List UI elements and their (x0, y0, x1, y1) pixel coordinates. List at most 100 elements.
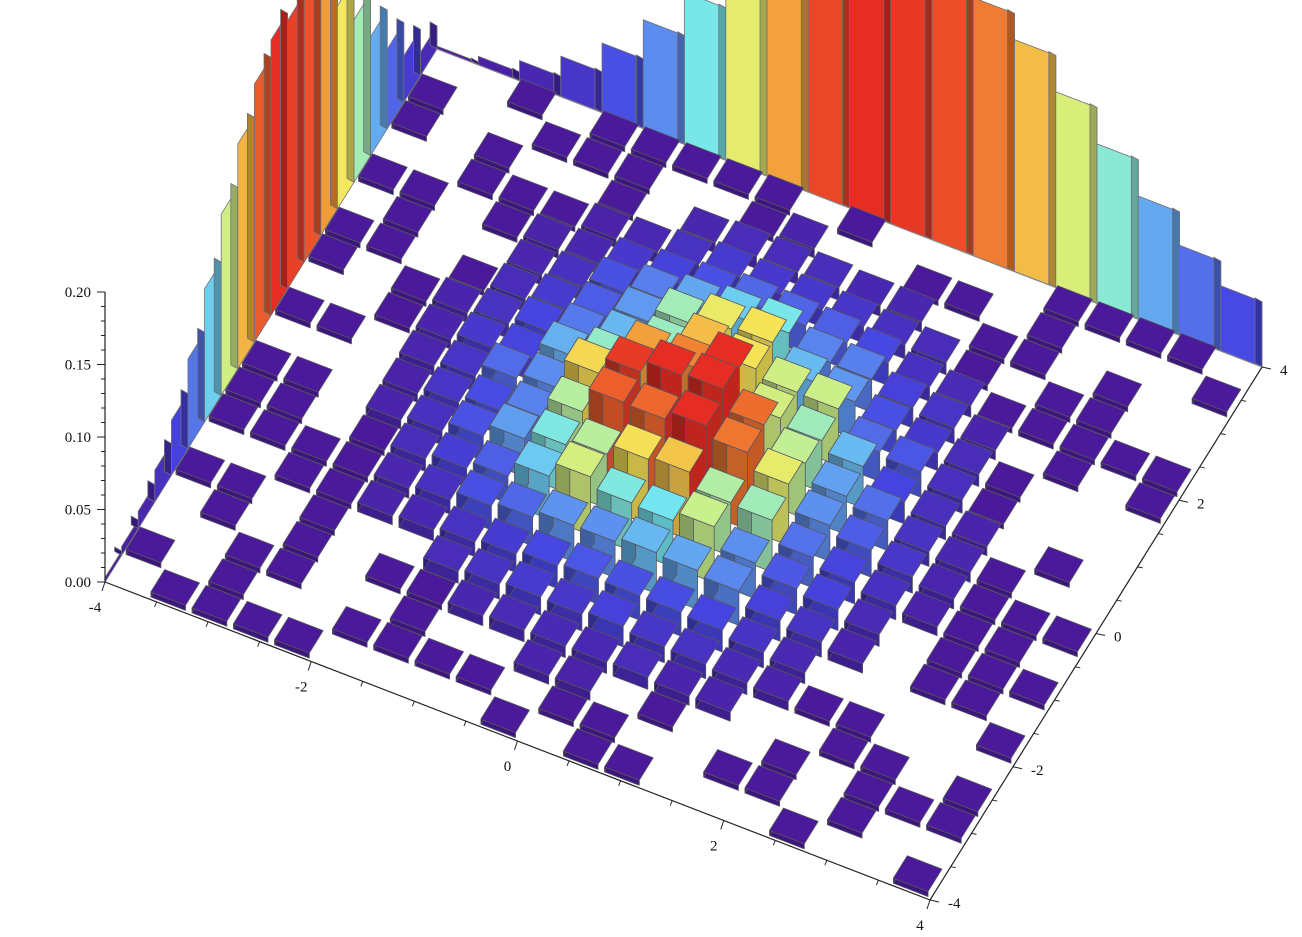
joint-bar-19-18 (1191, 375, 1242, 418)
joint-bar-19-7 (1009, 668, 1059, 711)
marginal-y-bar-side-12 (313, 0, 322, 237)
joint-bar-17-6 (910, 663, 960, 706)
joint-bar-10-2 (554, 655, 605, 701)
joint-bar-9-2 (513, 639, 564, 685)
joint-bar-13-5 (728, 616, 778, 669)
joint-bar-18-7 (967, 652, 1018, 695)
joint-bar-4-0 (274, 616, 324, 659)
joint-bar-14-1 (703, 749, 753, 791)
marginal-x-bar-side-11 (924, 0, 933, 241)
joint-bar-1-10 (316, 302, 366, 345)
marginal-x-bar-side-5 (677, 31, 685, 145)
x-minor-tick (463, 720, 467, 727)
joint-bar-2-19 (507, 78, 557, 121)
joint-bar-2-16 (457, 158, 507, 201)
y-tick-3 (1178, 499, 1189, 503)
joint-bar-19-9 (1042, 615, 1092, 658)
marginal-x-bar-side-10 (883, 0, 892, 225)
joint-bar-19-5 (976, 722, 1026, 764)
marginal-y-bar-side-11 (296, 0, 305, 263)
y-tick-label-0: -4 (948, 896, 961, 912)
joint-bar-0-4 (175, 446, 226, 489)
joint-bar-1-6 (250, 409, 300, 451)
joint-bar-16-3 (819, 727, 869, 770)
marginal-y-bar-side-10 (280, 8, 289, 290)
y-tick-label-1: -2 (1031, 763, 1044, 779)
x-minor-tick (205, 621, 209, 627)
y-minor-tick (1116, 599, 1122, 602)
y-tick-2 (1095, 633, 1106, 636)
joint-bar-3-18 (531, 121, 582, 163)
marginal-y-bar-side-6 (213, 257, 222, 396)
joint-bar-19-14 (1125, 482, 1175, 524)
joint-bar-1-8 (283, 355, 333, 398)
joint-bar-6-1 (373, 622, 423, 664)
joint-bar-1-14 (382, 196, 433, 238)
joint-bar-3-16 (498, 174, 548, 217)
joint-bar-17-19 (1125, 317, 1176, 359)
joint-bar-18-15 (1100, 439, 1151, 482)
marginal-y-bar-side-18 (412, 24, 421, 77)
joint-bar-12-3 (654, 659, 704, 706)
z-tick-label-3: 0.15 (65, 358, 91, 374)
joint-bar-18-9 (1001, 599, 1051, 642)
marginal-x-bar-side-15 (1089, 103, 1098, 304)
joint-bar-17-3 (860, 743, 910, 786)
joint-bar-1-7 (266, 382, 317, 425)
joint-bar-3-8 (365, 383, 416, 430)
x-tick-4 (926, 899, 931, 910)
joint-bar-2-17 (473, 131, 524, 174)
x-tick-label-2: 0 (504, 759, 512, 775)
y-minor-tick (1220, 433, 1226, 436)
joint-bar-2-1 (208, 558, 258, 600)
joint-bar-0-8 (241, 340, 292, 382)
joint-bar-7-1 (414, 637, 465, 680)
joint-bar-18-8 (984, 626, 1034, 668)
joint-bar-0-10 (275, 286, 325, 329)
joint-bar-18-6 (951, 679, 1001, 722)
joint-bar-4-18 (573, 137, 623, 179)
x-tick-label-4: 4 (916, 918, 924, 934)
marginal-x-bar-side-17 (1172, 207, 1180, 336)
x-tick-3 (720, 820, 725, 830)
joint-bar-3-11 (415, 303, 466, 350)
joint-bar-0-12 (308, 233, 358, 276)
marginal-y-bar-0 (104, 550, 122, 583)
joint-bar-13-3 (695, 675, 745, 722)
joint-bar-16-19 (1084, 301, 1134, 343)
marginal-y-bar-side-17 (396, 18, 405, 103)
y-minor-tick (1158, 533, 1164, 536)
joint-bar-18-2 (884, 786, 935, 828)
joint-bar-17-16 (1076, 397, 1126, 439)
joint-histogram (125, 73, 1242, 897)
x-minor-tick (257, 641, 261, 647)
joint-bar-1-0 (150, 569, 200, 611)
joint-bar-10-19 (837, 205, 887, 248)
joint-bar-7-19 (713, 158, 763, 200)
x-minor-tick (154, 601, 158, 608)
joint-bar-14-17 (968, 322, 1019, 365)
joint-bar-3-0 (232, 601, 283, 643)
joint-bar-0-15 (358, 153, 408, 196)
joint-bar-0-7 (225, 366, 275, 409)
marginal-x-bar-side-4 (635, 54, 644, 129)
joint-bar-0-17 (391, 100, 441, 142)
joint-bar-5-18 (614, 153, 664, 195)
marginal-x-bar-side-12 (965, 0, 974, 257)
joint-bar-19-2 (926, 802, 976, 844)
joint-bar-4-5 (357, 479, 407, 526)
joint-bar-17-1 (827, 796, 877, 839)
joint-bar-11-1 (579, 701, 629, 744)
joint-bar-9-4 (546, 577, 597, 632)
marginal-y-bar-side-8 (246, 113, 255, 343)
joint-bar-3-15 (481, 201, 532, 243)
joint-bar-5-3 (365, 552, 415, 595)
marginal-y-bar-side-0 (114, 546, 122, 556)
z-tick-label-2: 0.10 (65, 430, 91, 446)
joint-bar-2-0 (191, 585, 242, 627)
x-tick-label-3: 2 (710, 839, 718, 855)
joint-bar-6-4 (423, 535, 473, 584)
joint-bar-3-6 (332, 441, 383, 483)
